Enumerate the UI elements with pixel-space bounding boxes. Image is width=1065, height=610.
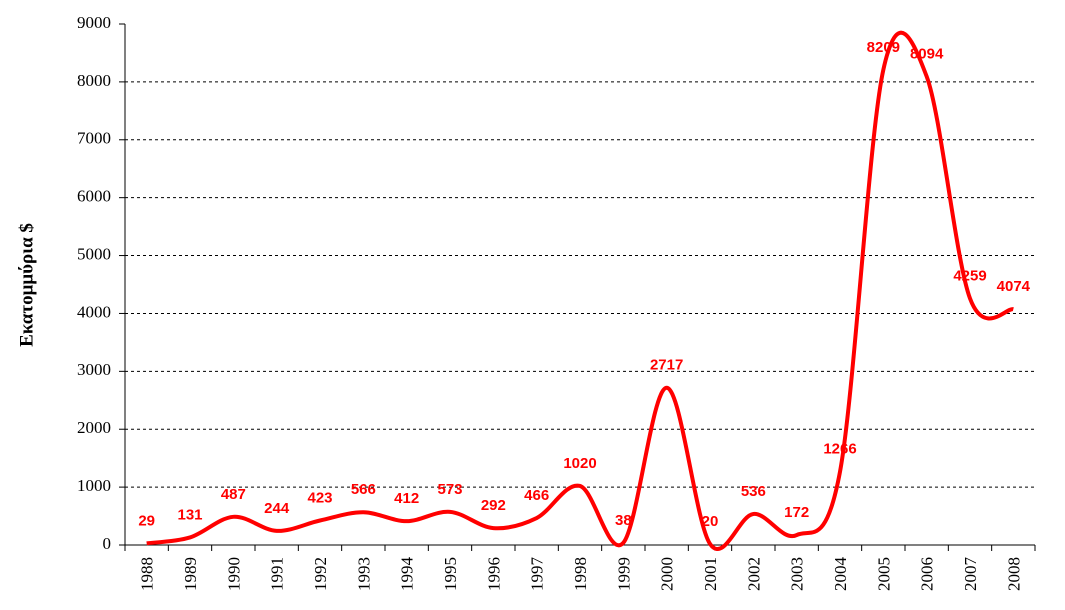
y-tick-label: 9000 xyxy=(77,13,111,32)
x-tick-label: 1994 xyxy=(398,557,417,592)
y-axis-label: Εκατομμύρια $ xyxy=(16,223,37,347)
y-tick-label: 3000 xyxy=(77,360,111,379)
data-label: 566 xyxy=(351,481,376,498)
data-label: 2717 xyxy=(650,357,683,374)
x-tick-label: 1990 xyxy=(224,557,243,591)
x-tick-label: 1997 xyxy=(528,557,547,592)
y-tick-label: 7000 xyxy=(77,129,111,148)
data-label: 20 xyxy=(702,513,719,530)
data-label: 1020 xyxy=(563,455,596,472)
data-label: 536 xyxy=(741,483,766,500)
data-label: 1266 xyxy=(823,441,856,458)
data-label: 244 xyxy=(264,500,290,517)
data-label: 38 xyxy=(615,512,632,529)
x-tick-label: 2004 xyxy=(831,557,850,592)
x-tick-label: 1999 xyxy=(614,557,633,591)
data-label: 423 xyxy=(307,490,332,507)
y-tick-label: 5000 xyxy=(77,244,111,263)
y-tick-label: 6000 xyxy=(77,187,111,206)
data-label: 172 xyxy=(784,504,809,521)
data-label: 4074 xyxy=(997,278,1031,295)
y-tick-label: 2000 xyxy=(77,418,111,437)
x-tick-label: 1996 xyxy=(484,557,503,591)
x-tick-label: 2002 xyxy=(744,557,763,591)
x-tick-label: 2007 xyxy=(961,557,980,592)
x-tick-label: 2003 xyxy=(788,557,807,591)
x-tick-label: 1998 xyxy=(571,557,590,591)
data-label: 29 xyxy=(138,512,155,529)
y-tick-label: 1000 xyxy=(77,476,111,495)
x-tick-label: 2008 xyxy=(1004,557,1023,591)
x-tick-label: 2006 xyxy=(918,557,937,591)
x-tick-label: 2005 xyxy=(874,557,893,591)
data-label: 412 xyxy=(394,490,419,507)
y-tick-label: 0 xyxy=(103,534,112,553)
data-label: 131 xyxy=(177,506,202,523)
data-label: 487 xyxy=(221,486,246,503)
data-label: 8094 xyxy=(910,45,944,62)
data-label: 573 xyxy=(437,481,462,498)
data-label: 8209 xyxy=(867,39,900,56)
x-tick-label: 1991 xyxy=(268,557,287,591)
y-tick-label: 4000 xyxy=(77,302,111,321)
x-tick-label: 2001 xyxy=(701,557,720,591)
x-tick-label: 2000 xyxy=(658,557,677,591)
data-label: 4259 xyxy=(953,267,986,284)
x-tick-label: 1993 xyxy=(354,557,373,591)
x-tick-label: 1992 xyxy=(311,557,330,591)
data-label: 466 xyxy=(524,487,549,504)
series-line xyxy=(146,30,1014,551)
y-tick-label: 8000 xyxy=(77,71,111,90)
x-tick-label: 1989 xyxy=(181,557,200,591)
x-tick-label: 1995 xyxy=(441,557,460,591)
x-tick-label: 1988 xyxy=(138,557,157,591)
data-label: 292 xyxy=(481,497,506,514)
